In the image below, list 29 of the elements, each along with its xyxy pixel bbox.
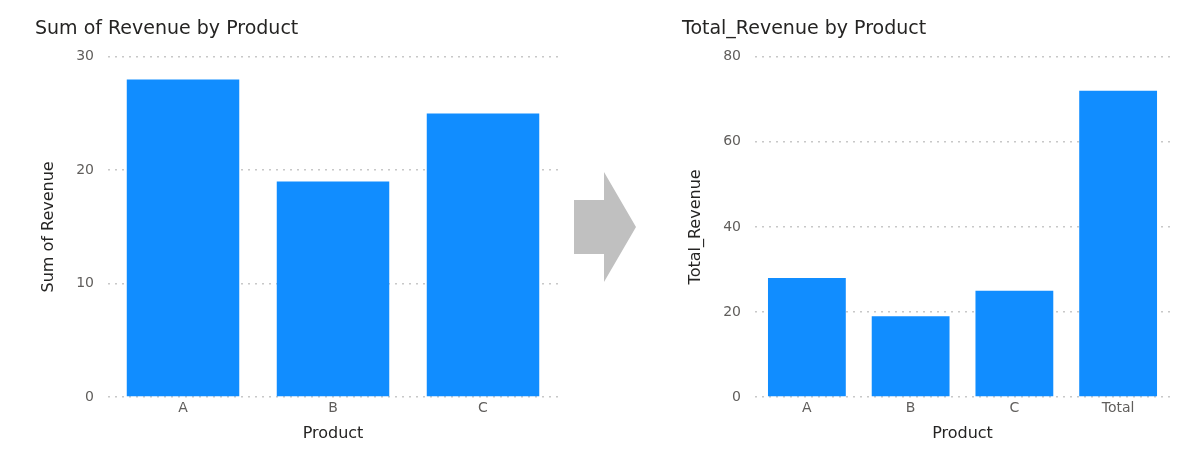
bar [871,316,950,397]
y-tick-label: 60 [723,132,742,149]
y-tick-label: 0 [732,387,742,404]
chart-title: Sum of Revenue by Product [35,16,299,39]
x-tick-label: A [802,399,813,416]
x-tick-label: A [178,399,189,416]
bar [975,290,1054,397]
y-tick-label: 0 [85,387,95,404]
y-tick-label: 30 [76,47,95,64]
bar [126,79,240,397]
x-axis-title: Product [302,422,364,442]
bar [276,181,390,397]
y-tick-label: 20 [76,160,95,177]
y-axis-title: Sum of Revenue [37,161,57,293]
bar [426,113,540,397]
y-tick-label: 40 [723,217,742,234]
chart-title: Total_Revenue by Product [681,16,927,40]
bar [1079,90,1158,397]
y-tick-label: 20 [723,302,742,319]
x-tick-label: C [478,399,489,416]
x-tick-label: B [905,399,916,416]
y-tick-label: 10 [76,274,95,291]
x-axis-title: Product [932,422,993,442]
bar [767,277,846,397]
x-tick-label: Total [1100,399,1135,416]
y-tick-label: 80 [723,47,742,64]
x-tick-label: C [1009,399,1020,416]
y-axis-title: Total_Revenue [684,169,705,286]
x-tick-label: B [328,399,338,416]
